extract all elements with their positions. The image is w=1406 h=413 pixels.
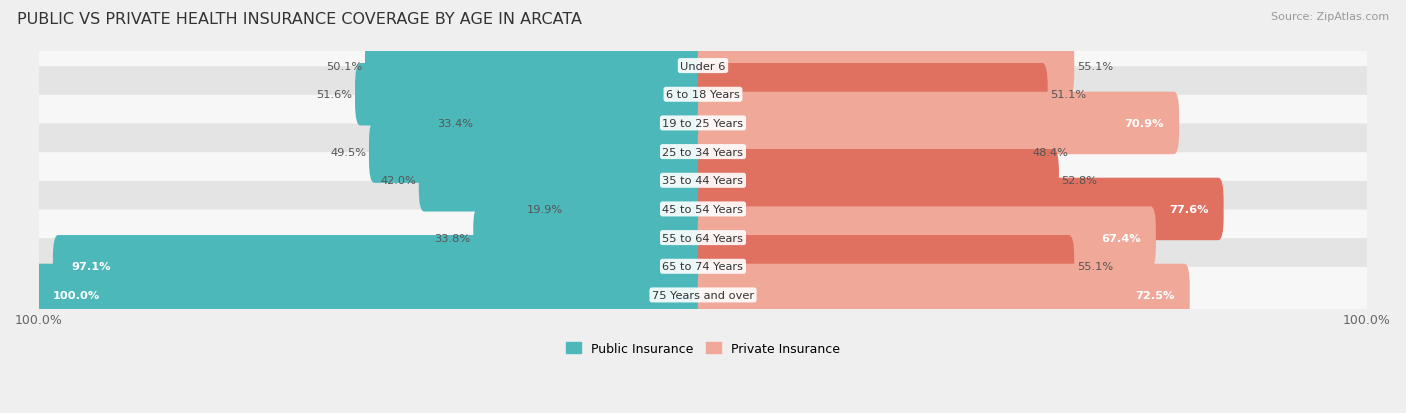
FancyBboxPatch shape [697, 150, 1059, 212]
Text: 19 to 25 Years: 19 to 25 Years [662, 119, 744, 128]
FancyBboxPatch shape [565, 178, 709, 241]
FancyBboxPatch shape [697, 235, 1074, 298]
FancyBboxPatch shape [35, 267, 1371, 323]
Text: 19.9%: 19.9% [527, 204, 562, 214]
FancyBboxPatch shape [35, 153, 1371, 209]
FancyBboxPatch shape [35, 95, 1371, 152]
Text: 55.1%: 55.1% [1077, 62, 1114, 71]
FancyBboxPatch shape [697, 64, 1047, 126]
FancyBboxPatch shape [34, 264, 709, 326]
Text: 55.1%: 55.1% [1077, 262, 1114, 272]
Text: 67.4%: 67.4% [1101, 233, 1140, 243]
Text: 52.8%: 52.8% [1062, 176, 1098, 186]
Legend: Public Insurance, Private Insurance: Public Insurance, Private Insurance [561, 337, 845, 360]
FancyBboxPatch shape [35, 124, 1371, 180]
Text: PUBLIC VS PRIVATE HEALTH INSURANCE COVERAGE BY AGE IN ARCATA: PUBLIC VS PRIVATE HEALTH INSURANCE COVER… [17, 12, 582, 27]
FancyBboxPatch shape [356, 64, 709, 126]
Text: 45 to 54 Years: 45 to 54 Years [662, 204, 744, 214]
Text: 100.0%: 100.0% [52, 290, 100, 300]
Text: 48.4%: 48.4% [1032, 147, 1069, 157]
Text: 50.1%: 50.1% [326, 62, 363, 71]
Text: 72.5%: 72.5% [1135, 290, 1174, 300]
FancyBboxPatch shape [35, 239, 1371, 294]
FancyBboxPatch shape [35, 38, 1371, 95]
Text: 35 to 44 Years: 35 to 44 Years [662, 176, 744, 186]
FancyBboxPatch shape [35, 210, 1371, 266]
FancyBboxPatch shape [35, 67, 1371, 123]
FancyBboxPatch shape [697, 121, 1029, 183]
Text: 97.1%: 97.1% [72, 262, 111, 272]
FancyBboxPatch shape [697, 93, 1180, 155]
Text: 25 to 34 Years: 25 to 34 Years [662, 147, 744, 157]
Text: 51.6%: 51.6% [316, 90, 353, 100]
FancyBboxPatch shape [697, 178, 1223, 241]
Text: 42.0%: 42.0% [380, 176, 416, 186]
FancyBboxPatch shape [697, 207, 1156, 269]
FancyBboxPatch shape [697, 264, 1189, 326]
FancyBboxPatch shape [368, 121, 709, 183]
FancyBboxPatch shape [35, 181, 1371, 237]
FancyBboxPatch shape [53, 235, 709, 298]
Text: 70.9%: 70.9% [1125, 119, 1164, 128]
Text: 51.1%: 51.1% [1050, 90, 1087, 100]
Text: 33.4%: 33.4% [437, 119, 474, 128]
Text: 33.8%: 33.8% [434, 233, 471, 243]
Text: 75 Years and over: 75 Years and over [652, 290, 754, 300]
Text: 77.6%: 77.6% [1168, 204, 1208, 214]
Text: 6 to 18 Years: 6 to 18 Years [666, 90, 740, 100]
Text: Source: ZipAtlas.com: Source: ZipAtlas.com [1271, 12, 1389, 22]
Text: 55 to 64 Years: 55 to 64 Years [662, 233, 744, 243]
Text: 65 to 74 Years: 65 to 74 Years [662, 262, 744, 272]
FancyBboxPatch shape [697, 35, 1074, 97]
FancyBboxPatch shape [366, 35, 709, 97]
Text: 49.5%: 49.5% [330, 147, 367, 157]
FancyBboxPatch shape [419, 150, 709, 212]
FancyBboxPatch shape [474, 207, 709, 269]
Text: Under 6: Under 6 [681, 62, 725, 71]
FancyBboxPatch shape [475, 93, 709, 155]
